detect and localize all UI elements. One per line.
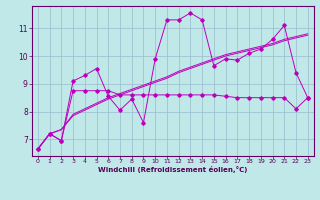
X-axis label: Windchill (Refroidissement éolien,°C): Windchill (Refroidissement éolien,°C) xyxy=(98,166,247,173)
